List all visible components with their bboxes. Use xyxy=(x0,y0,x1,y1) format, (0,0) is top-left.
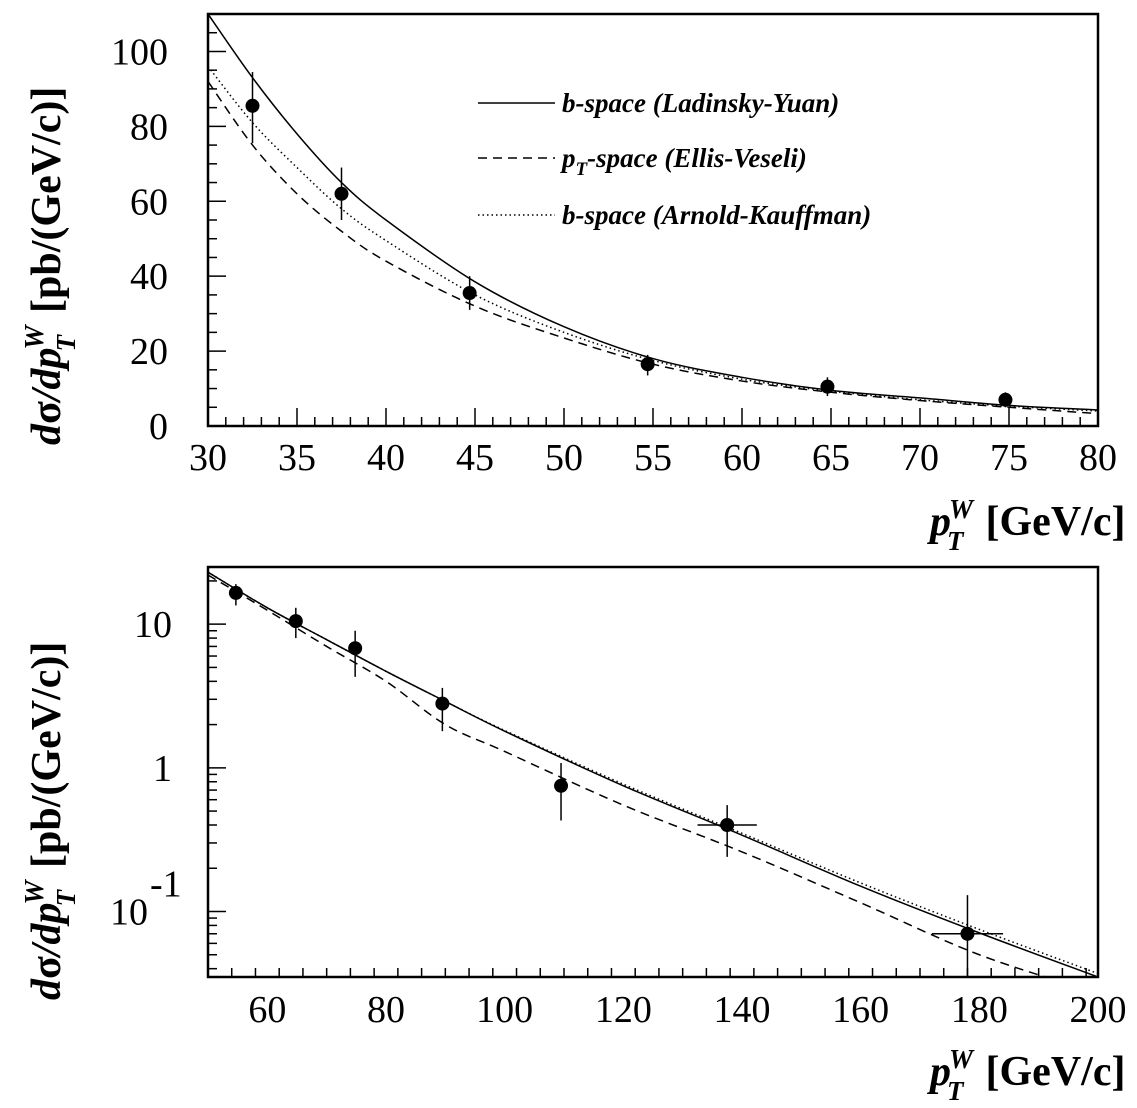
x-tick-label: 60 xyxy=(248,989,286,1031)
y-tick-exponent: -1 xyxy=(150,863,182,905)
curve-dotted xyxy=(208,65,1098,412)
data-point xyxy=(288,614,303,629)
y-tick-label: 100 xyxy=(111,31,168,73)
curve-dotted xyxy=(208,571,1098,975)
top-y-axis-title: dσ/dpWT[pb/(GeV/c)] xyxy=(19,87,81,445)
data-point xyxy=(998,392,1013,407)
x-tick-label: 30 xyxy=(189,437,227,479)
y-tick-label: 0 xyxy=(149,406,168,448)
data-point xyxy=(820,379,835,394)
x-tick-label: 55 xyxy=(634,437,672,479)
data-point xyxy=(245,98,260,113)
x-tick-label: 140 xyxy=(714,989,771,1031)
legend-label-ellis-veseli: pT-space (Ellis-Veseli) xyxy=(560,143,807,180)
x-tick-label: 35 xyxy=(278,437,316,479)
bottom-plot-frame xyxy=(206,565,1100,979)
y-tick-label: 10 xyxy=(134,604,172,646)
curve-solid xyxy=(208,14,1098,411)
legend-label-ladinsky-yuan: b-space (Ladinsky-Yuan) xyxy=(562,88,839,118)
x-tick-label: 180 xyxy=(951,989,1008,1031)
x-tick-label: 70 xyxy=(901,437,939,479)
top-panel-marks xyxy=(208,14,1098,415)
data-point xyxy=(720,818,735,833)
y-tick-label: 10 xyxy=(110,891,148,933)
bottom-y-axis-title: dσ/dpWT[pb/(GeV/c)] xyxy=(19,642,81,1000)
legend: b-space (Ladinsky-Yuan) pT-space (Ellis-… xyxy=(478,88,871,230)
data-point xyxy=(554,778,569,793)
x-tick-label: 50 xyxy=(545,437,583,479)
bottom-panel-marks xyxy=(208,571,1098,977)
x-tick-label: 65 xyxy=(812,437,850,479)
x-tick-label: 120 xyxy=(595,989,652,1031)
data-point xyxy=(960,926,975,941)
x-tick-label: 75 xyxy=(990,437,1028,479)
x-tick-label: 100 xyxy=(476,989,533,1031)
top-panel: 30 35 40 45 50 55 60 65 70 75 80 0 20 40 60 80 100 b-spa… xyxy=(19,12,1125,556)
y-tick-label: 1 xyxy=(153,748,172,790)
bottom-x-axis-title: pW T [GeV/c] xyxy=(927,1044,1125,1106)
plot-area xyxy=(208,571,1098,977)
x-tick-label: 60 xyxy=(723,437,761,479)
y-tick-label: 20 xyxy=(130,331,168,373)
top-x-axis-title: pW T [GeV/c] xyxy=(927,494,1125,556)
x-tick-label: 80 xyxy=(367,989,405,1031)
data-point xyxy=(462,286,477,301)
top-panel-ticks: 30 35 40 45 50 55 60 65 70 75 80 0 20 40 60 80 100 xyxy=(111,13,1117,479)
data-point xyxy=(348,641,363,656)
data-point xyxy=(334,186,349,201)
x-tick-label: 80 xyxy=(1079,437,1117,479)
y-tick-label: 60 xyxy=(130,181,168,223)
curve-solid xyxy=(208,571,1098,977)
x-tick-label: 45 xyxy=(456,437,494,479)
x-tick-label: 200 xyxy=(1070,989,1127,1031)
y-tick-label: 40 xyxy=(130,256,168,298)
legend-label-arnold-kauffman: b-space (Arnold-Kauffman) xyxy=(562,200,871,230)
x-tick-label: 160 xyxy=(832,989,889,1031)
data-point xyxy=(640,357,655,372)
data-point xyxy=(435,696,450,711)
data-point xyxy=(228,585,243,600)
curve-dashed xyxy=(208,574,1048,977)
y-tick-label: 80 xyxy=(130,106,168,148)
plot-area xyxy=(208,14,1098,415)
x-tick-label: 40 xyxy=(367,437,405,479)
